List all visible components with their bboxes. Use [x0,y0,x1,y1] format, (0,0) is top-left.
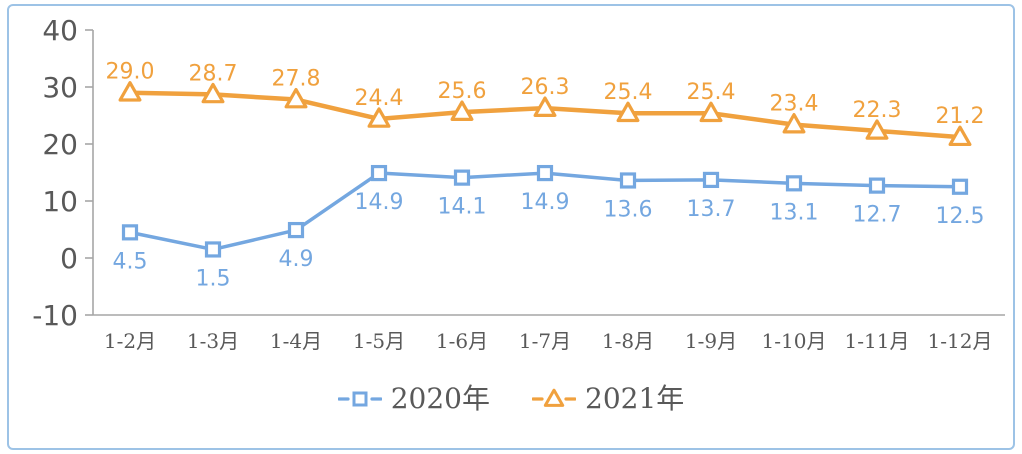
data-label: 13.6 [604,197,653,222]
data-point-marker-triangle [543,388,565,407]
data-label: 23.4 [770,92,819,117]
x-axis-label: 1-9月 [685,329,737,353]
data-point-marker-triangle [616,101,640,123]
x-axis-label: 1-8月 [602,329,654,353]
y-axis-label: 0 [60,242,78,275]
x-axis-label: 1-6月 [436,329,488,353]
data-point-marker-triangle [450,100,474,121]
data-point-marker-square [619,172,637,189]
legend-marker-square-icon [337,391,382,407]
y-axis-label: 20 [42,128,78,161]
data-point-marker-triangle [782,113,806,134]
x-axis-label: 1-3月 [187,329,239,353]
data-label: 22.3 [853,98,902,123]
data-point-marker-triangle [948,125,972,147]
data-label: 13.1 [770,200,819,225]
legend-item-2020: 2020年 [337,382,490,415]
legend-marker-triangle-icon [532,388,576,407]
x-axis-label: 1-5月 [353,329,405,353]
data-point-marker-triangle [284,87,308,109]
data-label: 14.9 [355,190,404,215]
x-axis-label: 1-11月 [845,329,910,353]
data-point-marker-triangle [118,81,142,102]
data-point-marker-triangle [201,82,225,104]
legend-item-2021: 2021年 [532,385,684,413]
data-point-marker-square [204,241,222,258]
data-point-marker-square [785,175,803,192]
data-point-marker-triangle [367,107,391,128]
data-point-marker-square [453,169,471,186]
data-label: 27.8 [272,67,321,92]
data-label: 4.9 [279,247,314,272]
x-axis-label: 1-10月 [762,329,827,353]
data-label: 13.7 [687,197,736,222]
data-label: 25.6 [438,79,487,104]
legend-label-2020: 2020年 [390,382,490,415]
x-axis-label: 1-7月 [519,329,571,353]
x-axis-label: 1-12月 [928,329,993,353]
legend-label-2021: 2021年 [585,382,685,415]
data-label: 25.4 [604,80,653,105]
data-point-marker-square [370,164,388,182]
data-point-marker-triangle [533,96,557,117]
x-axis-label: 1-4月 [270,329,322,353]
data-label: 29.0 [106,60,155,85]
data-label: 26.3 [521,75,570,100]
data-point-marker-square [702,171,720,189]
chart-legend: 2020年 2021年 [0,381,1022,417]
data-point-marker-triangle [865,119,889,140]
data-label: 4.5 [113,249,148,274]
data-label: 21.2 [936,104,985,129]
data-point-marker-square [287,221,305,239]
y-axis-label: 10 [42,185,78,218]
y-axis-label: -10 [32,299,78,332]
data-label: 12.5 [936,204,985,229]
data-label: 14.1 [438,195,487,220]
data-label: 12.7 [853,203,902,228]
data-point-marker-square [121,224,139,241]
data-label: 1.5 [196,266,231,291]
data-point-marker-square [352,391,368,407]
x-axis-label: 1-2月 [104,329,156,353]
data-label: 28.7 [189,61,238,86]
data-point-marker-triangle [699,101,723,123]
y-axis-label: 40 [42,14,78,47]
data-point-marker-square [536,164,554,182]
y-axis-label: 30 [42,71,78,104]
data-label: 24.4 [355,86,404,111]
data-label: 25.4 [687,80,736,105]
data-point-marker-square [951,178,969,195]
data-label: 14.9 [521,190,570,215]
data-point-marker-square [868,177,886,194]
